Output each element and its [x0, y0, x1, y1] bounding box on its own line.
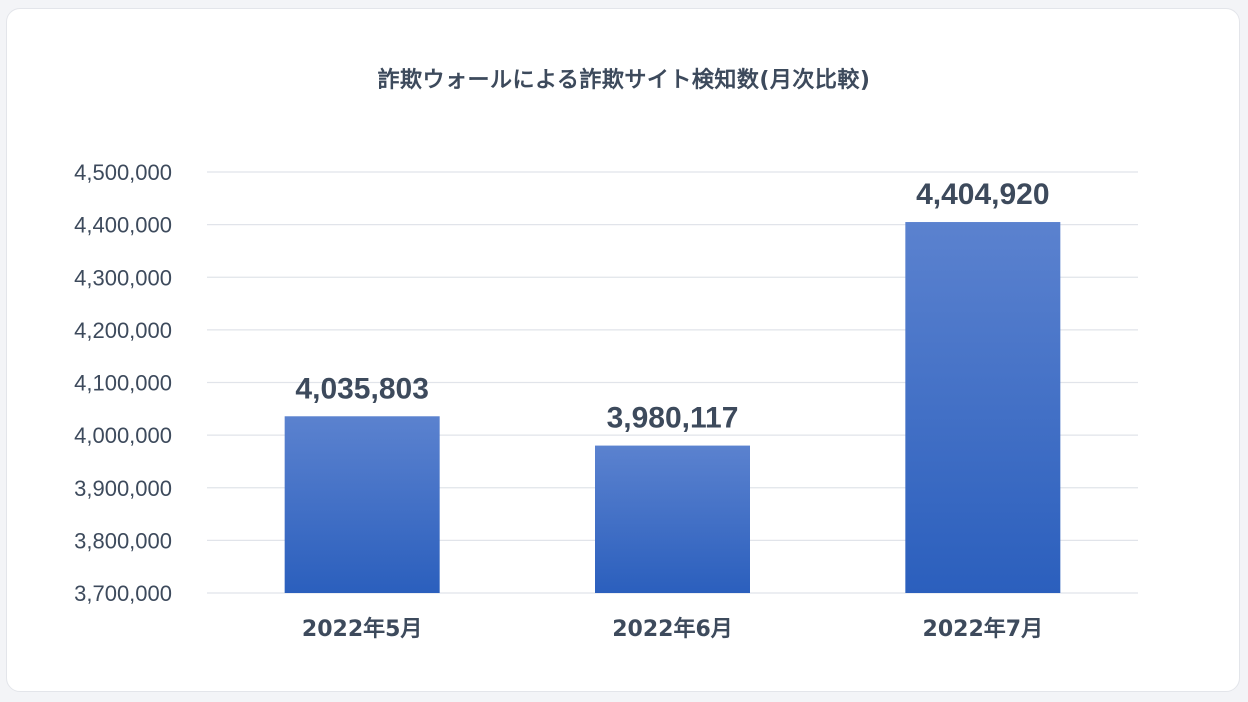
- y-tick-label: 4,100,000: [74, 371, 172, 396]
- data-label: 3,980,117: [607, 402, 739, 435]
- y-tick-label: 3,900,000: [74, 476, 172, 501]
- y-tick-label: 4,200,000: [74, 318, 172, 343]
- y-tick-label: 3,700,000: [74, 581, 172, 606]
- data-labels: 4,035,803 3,980,117 4,404,920: [295, 178, 1049, 435]
- y-tick-label: 4,300,000: [74, 265, 172, 290]
- data-label: 4,404,920: [916, 178, 1049, 211]
- y-axis-ticks: 3,700,000 3,800,000 3,900,000 4,000,000 4,10…: [74, 160, 172, 606]
- bar: [284, 416, 440, 593]
- x-axis-ticks: 2022年5月 2022年6月 2022年7月: [302, 616, 1043, 642]
- chart-title: 詐欺ウォールによる詐欺サイト検知数(月次比較): [377, 68, 871, 93]
- y-tick-label: 4,000,000: [74, 423, 172, 448]
- x-tick-label: 2022年6月: [612, 616, 733, 642]
- bars: [284, 222, 1061, 594]
- data-label: 4,035,803: [295, 372, 428, 405]
- bar: [905, 222, 1061, 594]
- y-tick-label: 4,400,000: [74, 213, 172, 238]
- bar: [595, 445, 750, 593]
- y-tick-label: 3,800,000: [74, 528, 172, 553]
- x-tick-label: 2022年5月: [302, 616, 423, 642]
- y-tick-label: 4,500,000: [74, 160, 172, 185]
- x-tick-label: 2022年7月: [923, 616, 1044, 642]
